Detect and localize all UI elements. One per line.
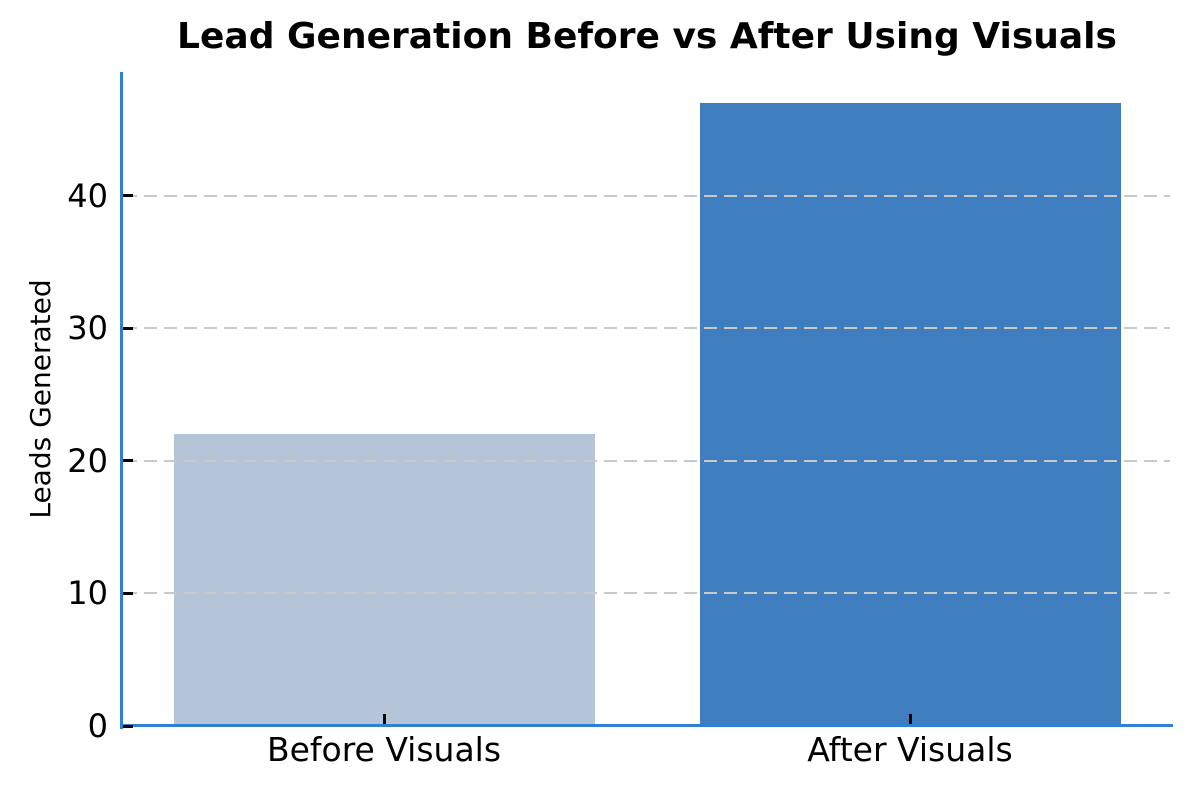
bar-after-visuals [700, 103, 1121, 726]
y-tick-mark-30 [123, 327, 133, 330]
x-tick-mark-before-visuals [383, 714, 386, 724]
x-tick-label-before-visuals: Before Visuals [266, 730, 502, 769]
y-tick-label-40: 40 [67, 177, 108, 215]
bar-before-visuals [174, 434, 595, 726]
y-tick-label-0: 0 [87, 707, 108, 745]
gridline-40 [124, 195, 1170, 197]
x-tick-label-after-visuals: After Visuals [807, 730, 1013, 769]
gridline-10 [124, 592, 1170, 594]
y-tick-mark-10 [123, 592, 133, 595]
y-tick-mark-20 [123, 459, 133, 462]
x-tick-mark-after-visuals [909, 714, 912, 724]
y-axis-spine [120, 72, 123, 729]
chart-title: Lead Generation Before vs After Using Vi… [177, 16, 1117, 57]
y-axis-label: Leads Generated [24, 279, 57, 519]
y-tick-label-20: 20 [67, 442, 108, 480]
y-tick-mark-0 [123, 725, 133, 728]
gridline-30 [124, 327, 1170, 329]
y-tick-mark-40 [123, 194, 133, 197]
x-axis-spine [120, 724, 1173, 727]
y-tick-label-10: 10 [67, 574, 108, 612]
y-tick-label-30: 30 [67, 309, 108, 347]
gridline-20 [124, 460, 1170, 462]
